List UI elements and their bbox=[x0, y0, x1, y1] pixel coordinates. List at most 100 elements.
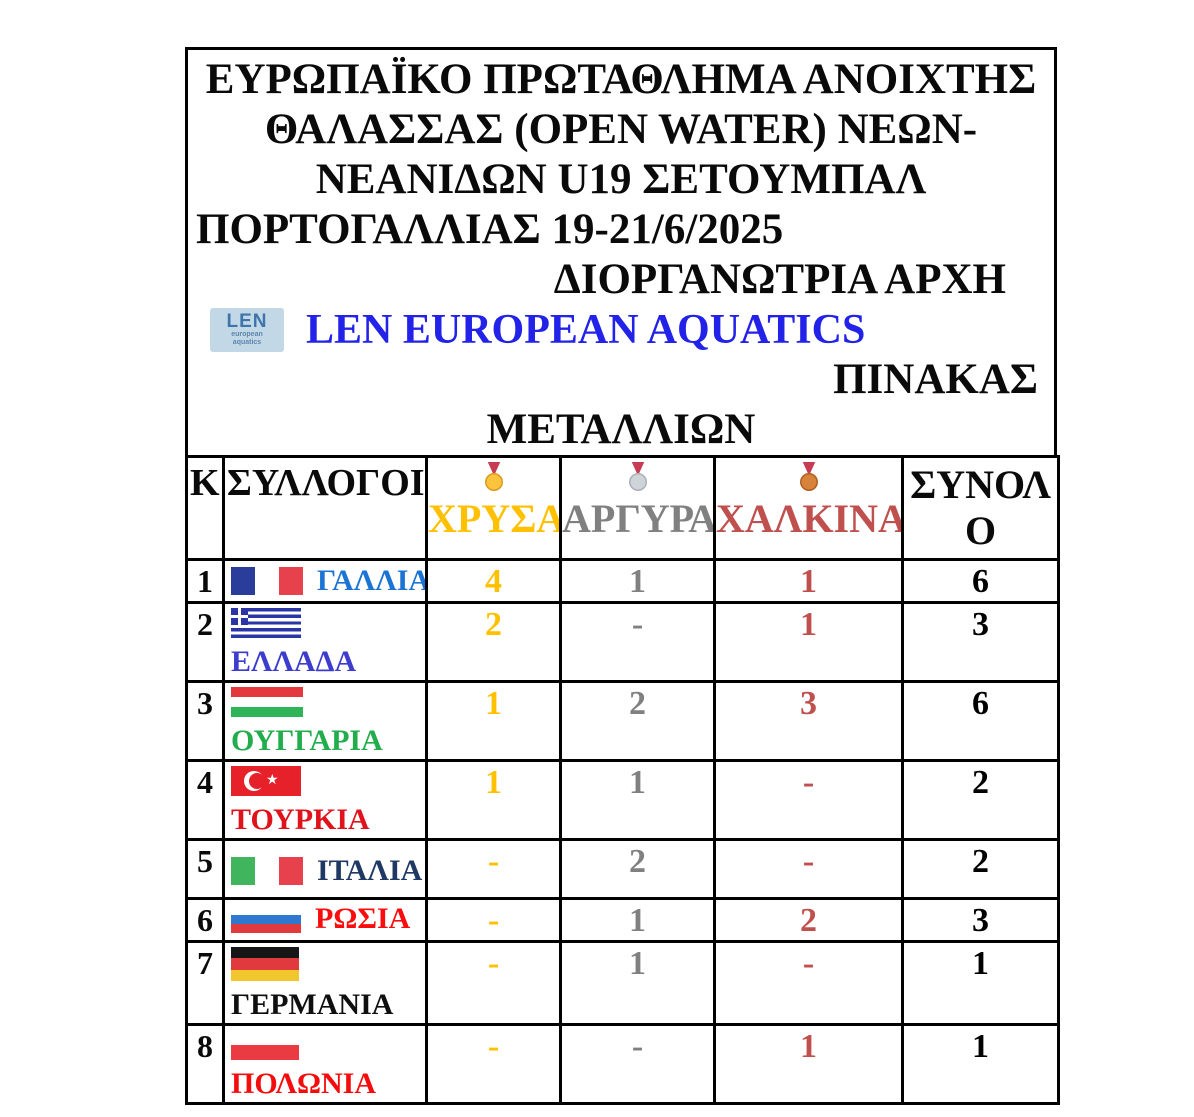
total-count-cell: 2 bbox=[901, 838, 1060, 900]
table-row: 1 ΓΑΛΛΙΑ 4 1 1 6 bbox=[185, 558, 1060, 604]
silver-count-cell: 2 bbox=[559, 838, 716, 900]
country-cell: ΙΤΑΛΙΑ bbox=[222, 838, 428, 900]
silver-count-cell: 1 bbox=[559, 759, 716, 841]
country-name: ΙΤΑΛΙΑ bbox=[317, 854, 423, 887]
title-block: ΕΥΡΩΠΑΪΚΟ ΠΡΩΤΑΘΛΗΜΑ ΑΝΟΙΧΤΗΣ ΘΑΛΑΣΣΑΣ (… bbox=[185, 47, 1057, 455]
total-count-cell: 6 bbox=[901, 680, 1060, 762]
hungary-flag-icon bbox=[231, 687, 303, 717]
total-count-cell: 3 bbox=[901, 897, 1060, 943]
total-count-cell: 2 bbox=[901, 759, 1060, 841]
country-cell: ★ ΤΟΥΡΚΙΑ bbox=[222, 759, 428, 841]
len-logo-subtext-1: european bbox=[231, 331, 263, 338]
country-name: ΠΟΛΩΝΙΑ bbox=[231, 1067, 377, 1100]
gold-count-cell: 1 bbox=[425, 680, 562, 762]
total-count-cell: 6 bbox=[901, 558, 1060, 604]
bronze-count-cell: 1 bbox=[713, 1023, 904, 1105]
bronze-count-cell: 2 bbox=[713, 897, 904, 943]
gold-count-cell: 4 bbox=[425, 558, 562, 604]
silver-count-cell: - bbox=[559, 1023, 716, 1105]
bronze-count-cell: - bbox=[713, 838, 904, 900]
medal-table: Κ ΣΥΛΛΟΓΟΙ ΧΡΥΣΑ ΑΡΓΥΡΑ ΧΑΛΚΙΝΑ ΣΥΝΟΛΟ 1 bbox=[185, 455, 1060, 1105]
italy-flag-icon bbox=[231, 857, 303, 885]
column-header-total: ΣΥΝΟΛΟ bbox=[901, 455, 1060, 561]
country-name: ΓΕΡΜΑΝΙΑ bbox=[231, 988, 394, 1021]
poland-flag-icon bbox=[231, 1030, 299, 1060]
rank-cell: 5 bbox=[185, 838, 225, 900]
bronze-count-cell: 1 bbox=[713, 601, 904, 683]
table-row: 4 ★ ΤΟΥΡΚΙΑ 1 1 - 2 bbox=[185, 759, 1060, 841]
country-name: ΟΥΓΓΑΡΙΑ bbox=[231, 724, 383, 757]
country-cell: ΠΟΛΩΝΙΑ bbox=[222, 1023, 428, 1105]
total-count-cell: 3 bbox=[901, 601, 1060, 683]
country-cell: ΟΥΓΓΑΡΙΑ bbox=[222, 680, 428, 762]
silver-count-cell: 1 bbox=[559, 558, 716, 604]
silver-count-cell: 1 bbox=[559, 897, 716, 943]
organizer-row: LEN european aquatics LEN EUROPEAN AQUAT… bbox=[188, 305, 1054, 355]
turkey-flag-icon: ★ bbox=[231, 766, 301, 796]
gold-count-cell: 1 bbox=[425, 759, 562, 841]
total-count-cell: 1 bbox=[901, 1023, 1060, 1105]
country-name: ΤΟΥΡΚΙΑ bbox=[231, 803, 370, 836]
table-row: 5 ΙΤΑΛΙΑ - 2 - 2 bbox=[185, 838, 1060, 900]
rank-cell: 7 bbox=[185, 940, 225, 1026]
table-title-line-1: ΠΙΝΑΚΑΣ bbox=[833, 356, 1038, 403]
bronze-count-cell: 3 bbox=[713, 680, 904, 762]
bronze-count-cell: - bbox=[713, 759, 904, 841]
medal-table-header-row: Κ ΣΥΛΛΟΓΟΙ ΧΡΥΣΑ ΑΡΓΥΡΑ ΧΑΛΚΙΝΑ ΣΥΝΟΛΟ bbox=[185, 455, 1060, 561]
silver-count-cell: 2 bbox=[559, 680, 716, 762]
rank-cell: 4 bbox=[185, 759, 225, 841]
country-name: ΓΑΛΛΙΑ bbox=[317, 564, 427, 597]
len-logo-subtext-2: aquatics bbox=[232, 339, 262, 346]
table-title-line-2: ΜΕΤΑΛΛΙΩΝ bbox=[486, 406, 756, 453]
country-name: ΡΩΣΙΑ bbox=[315, 902, 411, 935]
bronze-count-cell: 1 bbox=[713, 558, 904, 604]
silver-medal-icon bbox=[628, 462, 647, 491]
silver-count-cell: 1 bbox=[559, 940, 716, 1026]
column-header-silver-label: ΑΡΓΥΡΑ bbox=[562, 496, 715, 541]
france-flag-icon bbox=[231, 567, 303, 595]
column-header-bronze: ΧΑΛΚΙΝΑ bbox=[713, 455, 904, 561]
column-header-rank: Κ bbox=[185, 455, 225, 561]
title-line-2: ΘΑΛΑΣΣΑΣ (OPEN WATER) ΝΕΩΝ- bbox=[264, 106, 978, 153]
table-row: 2 ΕΛΛΑΔΑ 2 - 1 3 bbox=[185, 601, 1060, 683]
title-line-1: ΕΥΡΩΠΑΪΚΟ ΠΡΩΤΑΘΛΗΜΑ ΑΝΟΙΧΤΗΣ bbox=[205, 56, 1037, 103]
bronze-count-cell: - bbox=[713, 940, 904, 1026]
country-cell: ΓΑΛΛΙΑ bbox=[222, 558, 428, 604]
column-header-gold-label: ΧΡΥΣΑ bbox=[428, 496, 561, 541]
table-row: 8 ΠΟΛΩΝΙΑ - - 1 1 bbox=[185, 1023, 1060, 1105]
column-header-gold: ΧΡΥΣΑ bbox=[425, 455, 562, 561]
rank-cell: 6 bbox=[185, 897, 225, 943]
column-header-bronze-label: ΧΑΛΚΙΝΑ bbox=[716, 496, 903, 541]
gold-count-cell: 2 bbox=[425, 601, 562, 683]
organizer-label: ΔΙΟΡΓΑΝΩΤΡΙΑ ΑΡΧΗ bbox=[553, 256, 1006, 303]
gold-medal-icon bbox=[484, 462, 503, 491]
silver-count-cell: - bbox=[559, 601, 716, 683]
table-row: 6 ΡΩΣΙΑ - 1 2 3 bbox=[185, 897, 1060, 943]
table-row: 7 ΓΕΡΜΑΝΙΑ - 1 - 1 bbox=[185, 940, 1060, 1026]
gold-count-cell: - bbox=[425, 838, 562, 900]
rank-cell: 2 bbox=[185, 601, 225, 683]
greece-flag-icon bbox=[231, 608, 301, 638]
country-cell: ΡΩΣΙΑ bbox=[222, 897, 428, 943]
gold-count-cell: - bbox=[425, 897, 562, 943]
title-line-dates: ΠΟΡΤΟΓΑΛΛΙΑΣ 19-21/6/2025 bbox=[196, 206, 784, 253]
document: ΕΥΡΩΠΑΪΚΟ ΠΡΩΤΑΘΛΗΜΑ ΑΝΟΙΧΤΗΣ ΘΑΛΑΣΣΑΣ (… bbox=[185, 47, 1060, 1105]
gold-count-cell: - bbox=[425, 940, 562, 1026]
russia-flag-icon bbox=[231, 905, 301, 933]
title-line-3: ΝΕΑΝΙΔΩΝ U19 ΣΕΤΟΥΜΠΑΛ bbox=[315, 156, 927, 203]
len-logo-text: LEN bbox=[226, 311, 268, 332]
germany-flag-icon bbox=[231, 947, 299, 981]
rank-cell: 8 bbox=[185, 1023, 225, 1105]
rank-cell: 3 bbox=[185, 680, 225, 762]
country-cell: ΓΕΡΜΑΝΙΑ bbox=[222, 940, 428, 1026]
organizer-name: LEN EUROPEAN AQUATICS bbox=[306, 307, 866, 353]
country-name: ΕΛΛΑΔΑ bbox=[231, 645, 357, 678]
rank-cell: 1 bbox=[185, 558, 225, 604]
bronze-medal-icon bbox=[799, 462, 818, 491]
gold-count-cell: - bbox=[425, 1023, 562, 1105]
column-header-clubs: ΣΥΛΛΟΓΟΙ bbox=[222, 455, 428, 561]
country-cell: ΕΛΛΑΔΑ bbox=[222, 601, 428, 683]
column-header-silver: ΑΡΓΥΡΑ bbox=[559, 455, 716, 561]
len-logo-icon: LEN european aquatics bbox=[210, 308, 284, 352]
table-row: 3 ΟΥΓΓΑΡΙΑ 1 2 3 6 bbox=[185, 680, 1060, 762]
